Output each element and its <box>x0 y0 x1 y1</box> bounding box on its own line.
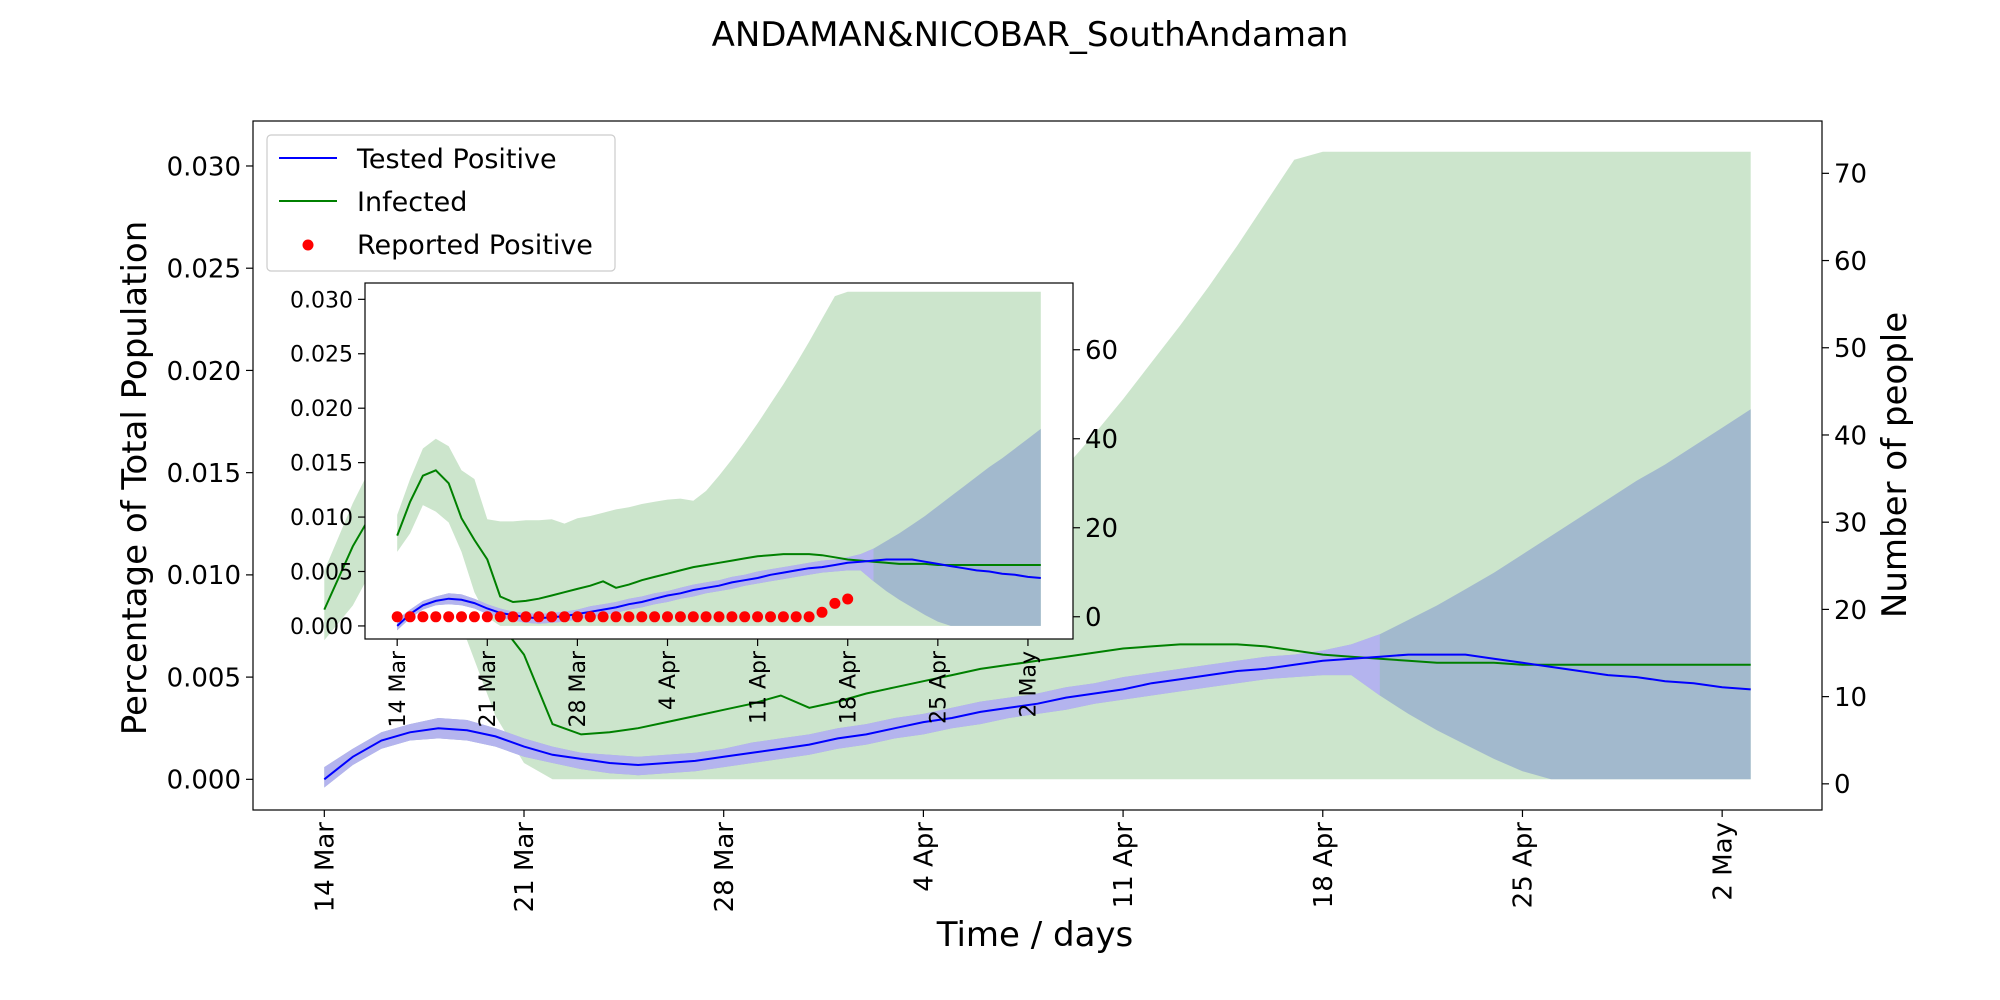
main-x-tick-label: 4 Apr <box>910 822 940 892</box>
main-x-tick-label: 14 Mar <box>310 822 340 913</box>
reported-positive-point <box>623 611 635 623</box>
inset-y-right-tick-label: 0 <box>1085 603 1102 633</box>
tested-positive-line <box>323 653 1751 781</box>
main-frame <box>252 120 1823 811</box>
infected-line <box>396 469 1041 604</box>
inset-x-tick-label: 28 Mar <box>566 650 591 727</box>
reported-positive-point <box>829 597 841 609</box>
inset-y-tick-label: 0.010 <box>290 506 353 531</box>
inset-content <box>391 291 1041 631</box>
reported-positive-point <box>674 611 686 623</box>
tested-confidence-band <box>397 428 1041 631</box>
infected-confidence-band <box>397 291 1041 626</box>
inset-frame <box>364 282 1074 640</box>
legend-entry-label: Tested Positive <box>356 144 557 175</box>
chart-title: ANDAMAN&NICOBAR_SouthAndaman <box>712 15 1349 55</box>
reported-positive-point <box>687 611 699 623</box>
main-y-right-tick-label: 0 <box>1834 770 1851 800</box>
tested-confidence-band <box>324 409 1751 788</box>
inset-y-tick-label: 0.015 <box>290 452 353 477</box>
legend-reported-swatch <box>302 239 314 251</box>
inset-y-right-tick-label: 40 <box>1085 425 1118 455</box>
reported-positive-point <box>649 611 661 623</box>
reported-positive-point <box>790 611 802 623</box>
reported-positive-point <box>636 611 648 623</box>
reported-positive-point <box>713 611 725 623</box>
reported-positive-point <box>481 611 493 623</box>
main-y-tick-label: 0.010 <box>167 561 241 591</box>
inset-x-tick-label: 11 Apr <box>746 650 771 724</box>
main-x-tick-label: 25 Apr <box>1509 822 1539 909</box>
main-x-tick-label: 21 Mar <box>510 822 540 913</box>
reported-positive-point <box>584 611 596 623</box>
reported-positive-point <box>404 611 416 623</box>
inset-y-tick-label: 0.005 <box>290 560 353 585</box>
reported-positive-point <box>417 611 429 623</box>
reported-positive-point <box>507 611 519 623</box>
reported-positive-point <box>546 611 558 623</box>
inset-y-right-tick-label: 60 <box>1085 336 1118 366</box>
main-y-right-tick-label: 60 <box>1834 247 1867 277</box>
reported-positive-point <box>739 611 751 623</box>
inset-y-tick-label: 0.000 <box>290 615 353 640</box>
reported-positive-point <box>662 611 673 623</box>
reported-positive-point <box>816 606 828 618</box>
inset-x-tick-label: 2 May <box>1017 651 1042 717</box>
reported-positive-point <box>443 611 455 623</box>
reported-positive-point <box>597 611 609 623</box>
reported-positive-point <box>494 611 506 623</box>
reported-positive-point <box>803 611 815 623</box>
y-axis-label-right: Number of people <box>1875 312 1915 618</box>
reported-positive-point <box>430 611 442 623</box>
reported-positive-point <box>391 611 403 623</box>
main-x-tick-label: 18 Apr <box>1309 822 1339 909</box>
main-x-tick-label: 11 Apr <box>1109 822 1139 909</box>
inset-x-tick-label: 4 Apr <box>656 650 681 710</box>
legend-box <box>266 134 616 272</box>
y-axis-label: Percentage of Total Population <box>115 221 155 736</box>
inset-y-tick-label: 0.030 <box>290 288 353 313</box>
reported-positive-point <box>700 611 712 623</box>
inset-x-tick-label: 21 Mar <box>476 650 501 727</box>
reported-positive-point <box>533 611 545 623</box>
legend-entry-label: Reported Positive <box>357 230 593 261</box>
inset-y-tick-label: 0.020 <box>290 397 353 422</box>
reported-positive-point <box>468 611 480 623</box>
reported-positive-point <box>842 593 854 605</box>
main-y-tick-label: 0.015 <box>167 459 241 489</box>
inset-y-tick-label: 0.025 <box>290 343 353 368</box>
main-y-right-tick-label: 10 <box>1834 683 1867 713</box>
inset-plot: 0.000 0.005 0.010 0.015 0.020 0.025 0.030 0 20 40… <box>290 282 1118 728</box>
main-y-right-tick-label: 70 <box>1834 160 1867 190</box>
main-y-right-tick-label: 40 <box>1834 421 1867 451</box>
main-x-tick-label: 28 Mar <box>710 822 740 913</box>
main-y-right-tick-label: 30 <box>1834 509 1867 539</box>
infected-line <box>323 485 1751 736</box>
reported-positive-point <box>765 611 776 623</box>
main-y-tick-label: 0.020 <box>167 357 241 387</box>
inset-x-tick-label: 14 Mar <box>386 650 411 727</box>
legend: Tested Positive Infected Reported Positive <box>266 134 616 272</box>
inset-x-tick-label: 18 Apr <box>836 650 861 724</box>
main-y-tick-label: 0.030 <box>167 152 241 182</box>
reported-positive-point <box>777 611 789 623</box>
main-x-tick-label: 2 May <box>1708 822 1738 901</box>
main-y-tick-label: 0.005 <box>167 663 241 693</box>
inset-x-tick-label: 25 Apr <box>927 650 952 724</box>
main-y-tick-label: 0.000 <box>167 766 241 796</box>
reported-positive-point <box>726 611 738 623</box>
reported-positive-point <box>752 611 764 623</box>
reported-positive-point <box>456 611 467 623</box>
main-y-right-tick-label: 20 <box>1834 596 1867 626</box>
main-y-right-tick-label: 50 <box>1834 334 1867 364</box>
x-axis-label: Time / days <box>936 915 1134 955</box>
reported-positive-point <box>520 611 532 623</box>
inset-y-right-tick-label: 20 <box>1085 514 1118 544</box>
reported-positive-point <box>610 611 622 623</box>
main-y-tick-label: 0.025 <box>167 255 241 285</box>
reported-positive-point <box>571 611 583 623</box>
legend-entry-label: Infected <box>357 187 467 218</box>
reported-positive-point <box>559 611 570 623</box>
